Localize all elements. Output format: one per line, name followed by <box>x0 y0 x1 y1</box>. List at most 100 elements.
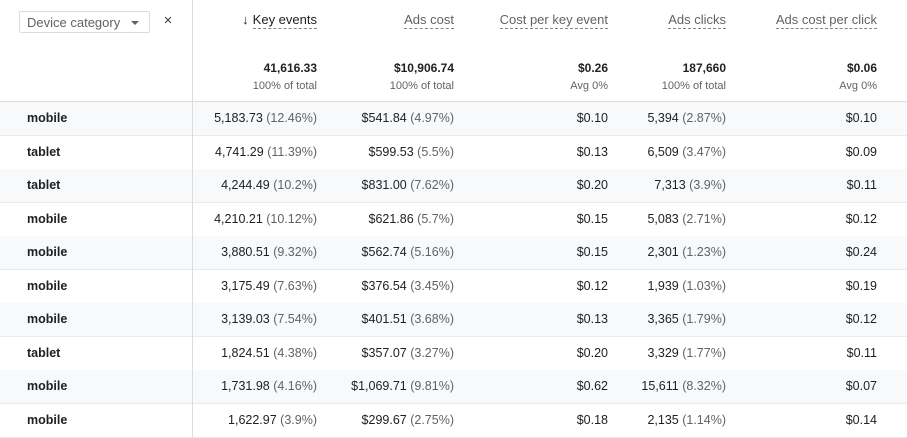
cell-value: 3,329 <box>647 345 679 360</box>
ads-clicks-cell: 3,329 (1.77%) <box>647 346 726 360</box>
total-subtext: 100% of total <box>389 80 454 92</box>
table-row[interactable]: tablet 4,741.29 (11.39%) $599.53 (5.5%) $0.… <box>0 136 907 170</box>
ads-clicks-cell: 7,313 (3.9%) <box>654 178 726 192</box>
ads-clicks-cell: 5,083 (2.71%) <box>647 212 726 226</box>
ads-cost-cell: $621.86 (5.7%) <box>369 212 455 226</box>
total-value: 41,616.33 <box>263 61 317 75</box>
table-row[interactable]: mobile 4,210.21 (10.12%) $621.86 (5.7%) $0.… <box>0 203 907 237</box>
key-events-cell: 1,731.98 (4.16%) <box>221 379 317 393</box>
dimension-select[interactable]: Device category <box>19 11 150 33</box>
table-row[interactable]: mobile 3,139.03 (7.54%) $401.51 (3.68%) $0.… <box>0 303 907 337</box>
cell-value: $376.54 <box>361 278 407 293</box>
device-category-cell[interactable]: tablet <box>27 144 61 159</box>
table-header: Device category × ↓ Key events Ads cost C… <box>0 0 907 102</box>
total-subtext: 100% of total <box>661 80 726 92</box>
cell-percent: (7.63%) <box>273 278 317 293</box>
device-category-cell[interactable]: tablet <box>27 178 61 192</box>
cell-value: 3,365 <box>647 312 679 326</box>
device-category-cell[interactable]: mobile <box>27 111 68 125</box>
table-row[interactable]: tablet 4,244.49 (10.2%) $831.00 (7.62%) $0.… <box>0 169 907 203</box>
total-value: $0.06 <box>846 61 877 75</box>
ads-cost-cell: $1,069.71 (9.81%) <box>351 379 454 393</box>
device-category-cell[interactable]: tablet <box>27 345 61 360</box>
cell-percent: (7.54%) <box>273 312 317 326</box>
cell-percent: (12.46%) <box>266 111 317 125</box>
cell-percent: (4.16%) <box>273 379 317 393</box>
dimension-select-label: Device category <box>27 14 121 30</box>
cell-value: 1,939 <box>647 278 679 293</box>
cell-value: 2,135 <box>647 412 679 427</box>
cost-per-key-event-cell: $0.15 <box>576 211 608 226</box>
key-events-cell: 5,183.73 (12.46%) <box>214 111 317 125</box>
table-row[interactable]: mobile 5,183.73 (12.46%) $541.84 (4.97%) $0… <box>0 102 907 136</box>
ads-clicks-cell: 15,611 (8.32%) <box>641 379 726 393</box>
table-row[interactable]: mobile 1,622.97 (3.9%) $299.67 (2.75%) $0.1… <box>0 404 907 438</box>
ads-cost-per-click-cell: $0.07 <box>845 379 877 393</box>
column-header-label: Ads cost per click <box>775 12 877 29</box>
cell-value: $831.00 <box>361 178 407 192</box>
column-header-cost-per-key-event[interactable]: Cost per key event <box>499 12 608 32</box>
cell-percent: (5.16%) <box>410 245 454 259</box>
cost-per-key-event-cell: $0.20 <box>576 178 608 192</box>
device-category-cell[interactable]: mobile <box>27 312 68 326</box>
column-divider <box>192 0 193 438</box>
cost-per-key-event-cell: $0.13 <box>576 144 608 159</box>
table-row[interactable]: mobile 3,175.49 (7.63%) $376.54 (3.45%) $0.… <box>0 270 907 304</box>
cell-percent: (1.77%) <box>682 345 726 360</box>
close-icon[interactable]: × <box>163 12 173 29</box>
column-header-ads-cost-per-click[interactable]: Ads cost per click <box>775 12 877 32</box>
cell-value: $599.53 <box>368 144 414 159</box>
device-category-cell[interactable]: mobile <box>27 278 68 293</box>
column-header-key-events[interactable]: ↓ Key events <box>242 12 317 32</box>
ads-clicks-cell: 1,939 (1.03%) <box>647 279 726 293</box>
cost-per-key-event-cell: $0.15 <box>576 245 608 259</box>
device-category-cell[interactable]: mobile <box>27 245 68 259</box>
ads-clicks-cell: 6,509 (3.47%) <box>647 145 726 159</box>
cell-percent: (3.9%) <box>689 178 726 192</box>
device-category-cell[interactable]: mobile <box>27 379 68 393</box>
total-value: 187,660 <box>682 61 726 75</box>
column-header-label: Ads clicks <box>668 12 726 29</box>
column-header-ads-cost[interactable]: Ads cost <box>404 12 454 32</box>
cell-value: $621.86 <box>368 211 414 226</box>
cell-percent: (2.87%) <box>682 111 726 125</box>
key-events-cell: 1,622.97 (3.9%) <box>228 413 317 427</box>
cell-value: 3,139.03 <box>221 312 270 326</box>
total-value: $10,906.74 <box>393 61 454 75</box>
cell-percent: (10.2%) <box>273 178 317 192</box>
cell-value: 5,394 <box>647 111 679 125</box>
cell-value: 2,301 <box>647 245 679 259</box>
cell-value: 5,183.73 <box>214 111 263 125</box>
cell-percent: (8.32%) <box>682 379 726 393</box>
ads-cost-cell: $357.07 (3.27%) <box>362 346 454 360</box>
cell-value: $401.51 <box>361 312 407 326</box>
table-row[interactable]: mobile 3,880.51 (9.32%) $562.74 (5.16%) $0.… <box>0 236 907 270</box>
column-header-ads-clicks[interactable]: Ads clicks <box>668 12 726 32</box>
cost-per-key-event-cell: $0.18 <box>576 412 608 427</box>
cell-percent: (7.62%) <box>410 178 454 192</box>
table-row[interactable]: tablet 1,824.51 (4.38%) $357.07 (3.27%) $0.… <box>0 337 907 371</box>
key-events-cell: 1,824.51 (4.38%) <box>221 346 317 360</box>
cell-value: 1,731.98 <box>221 379 270 393</box>
cell-value: 3,175.49 <box>221 278 270 293</box>
cell-percent: (3.47%) <box>682 144 726 159</box>
ads-cost-per-click-cell: $0.24 <box>845 245 877 259</box>
cell-percent: (2.75%) <box>410 412 454 427</box>
ads-clicks-cell: 2,301 (1.23%) <box>647 245 726 259</box>
cell-percent: (9.81%) <box>410 379 454 393</box>
device-category-cell[interactable]: mobile <box>27 412 68 427</box>
total-subtext: Avg 0% <box>839 80 877 92</box>
device-category-cell[interactable]: mobile <box>27 211 68 226</box>
cell-percent: (3.9%) <box>280 412 317 427</box>
cell-percent: (10.12%) <box>266 211 317 226</box>
cell-percent: (1.79%) <box>682 312 726 326</box>
key-events-cell: 3,175.49 (7.63%) <box>221 279 317 293</box>
ads-cost-cell: $376.54 (3.45%) <box>362 279 454 293</box>
cell-percent: (1.03%) <box>682 278 726 293</box>
table-row[interactable]: mobile 1,731.98 (4.16%) $1,069.71 (9.81%) $… <box>0 370 907 404</box>
cell-value: 5,083 <box>647 211 679 226</box>
cell-percent: (5.7%) <box>417 211 454 226</box>
cost-per-key-event-cell: $0.62 <box>576 379 608 393</box>
cell-value: $541.84 <box>361 111 407 125</box>
